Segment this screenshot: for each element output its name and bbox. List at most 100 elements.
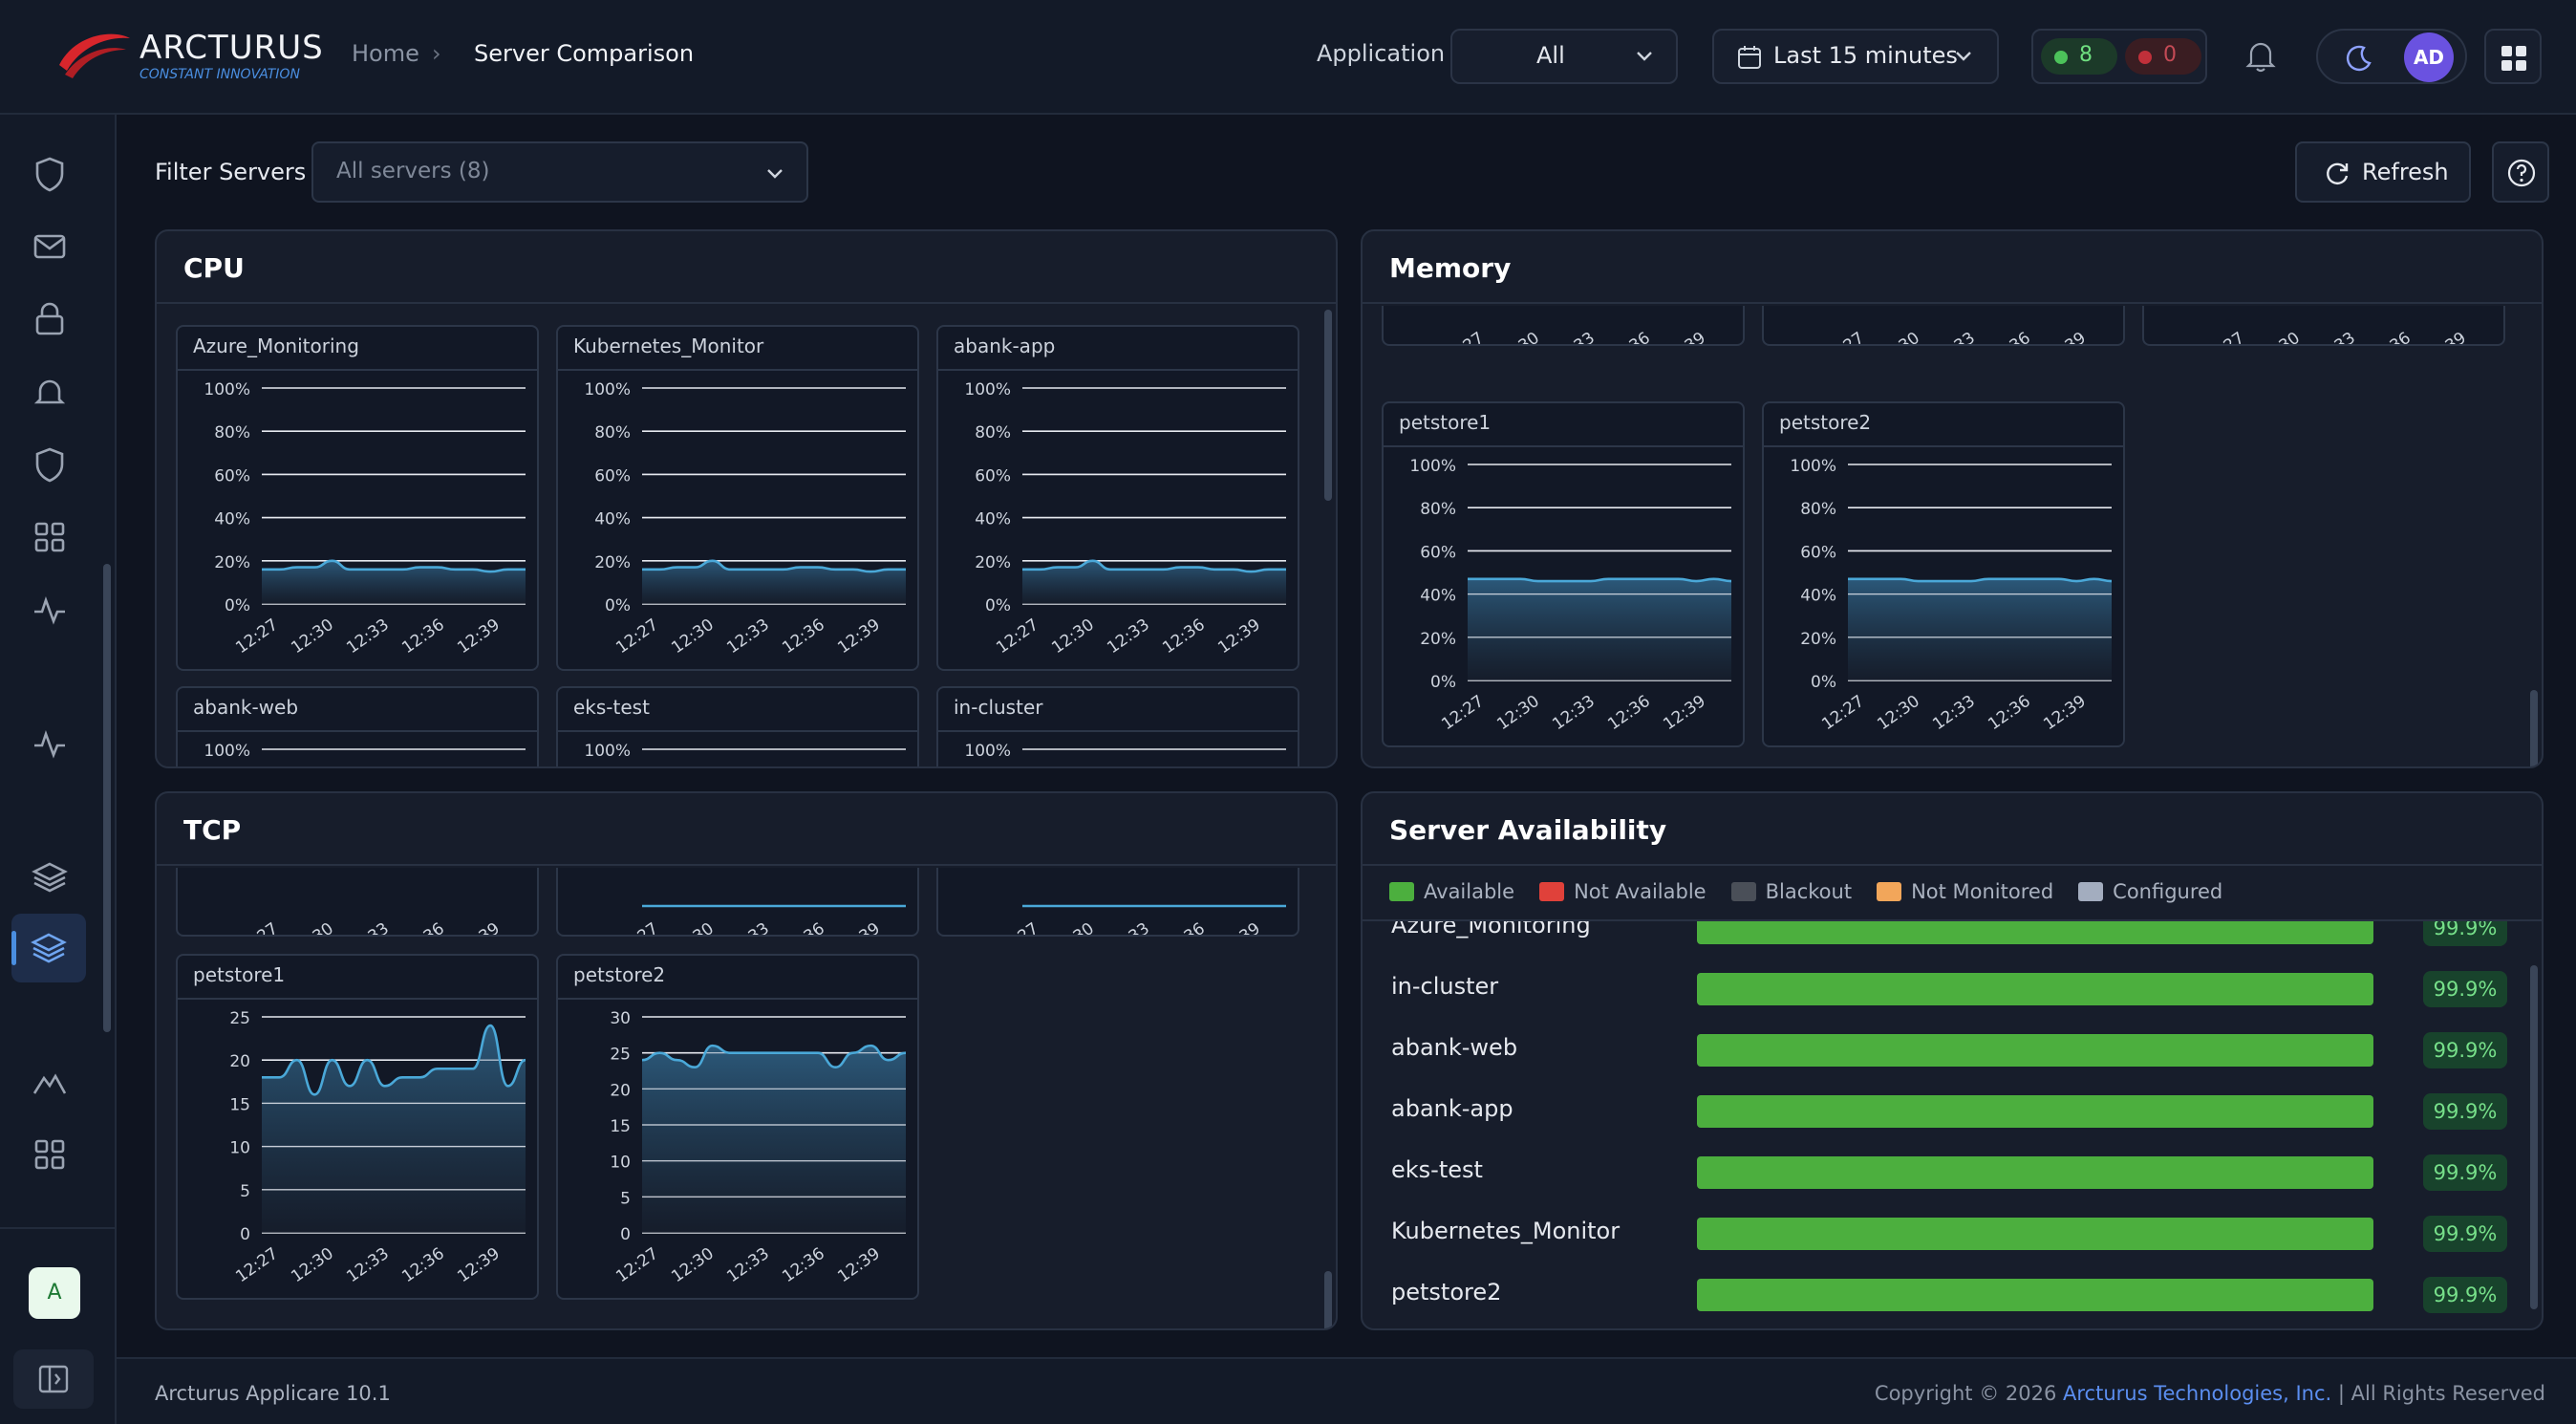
status-down-badge[interactable]: 0 [2125, 38, 2201, 75]
y-tick-label: 100% [1790, 457, 1836, 476]
mini-chart-header-divider [178, 998, 537, 1000]
x-tick-label: 12:27 [1438, 692, 1488, 734]
series-line[interactable] [1848, 577, 2113, 583]
legend-item[interactable]: Configured [2078, 879, 2222, 903]
memory-scrollbar[interactable] [2530, 690, 2538, 766]
availability-card-header: Server Availability [1363, 793, 2542, 866]
y-tick-label: 0% [1811, 673, 1836, 692]
cpu-scrollbar[interactable] [1324, 310, 1332, 501]
x-tick-label: 12:36 [398, 615, 448, 658]
x-tick-label: 12:36 [1159, 615, 1209, 658]
top-header: ARCTURUS CONSTANT INNOVATION Home › Serv… [0, 0, 2576, 115]
availability-row[interactable]: abank-web 99.9% [1363, 1021, 2542, 1082]
user-avatar[interactable]: A [29, 1267, 80, 1319]
sidebar-divider [0, 1227, 115, 1229]
y-tick-label: 10 [610, 1154, 631, 1173]
refresh-button[interactable]: Refresh [2295, 141, 2471, 203]
mail-icon[interactable] [29, 226, 71, 268]
lock-icon[interactable] [29, 298, 71, 340]
series-line[interactable] [261, 1024, 526, 1096]
tcp-scrollbar[interactable] [1324, 1271, 1332, 1328]
sidebar-item-active[interactable] [11, 914, 86, 982]
series-line[interactable] [642, 559, 906, 573]
x-tick-label: 12:36 [1985, 329, 2034, 346]
availability-row[interactable]: eks-test 99.9% [1363, 1143, 2542, 1204]
moon-icon[interactable] [2345, 44, 2373, 73]
activity-icon[interactable] [29, 723, 71, 765]
series-line[interactable] [262, 559, 526, 573]
help-button[interactable] [2492, 141, 2549, 203]
x-tick-label: 12:36 [1159, 919, 1209, 937]
legend-item[interactable]: Available [1389, 879, 1514, 903]
x-tick-label: 12:30 [1874, 692, 1923, 734]
x-tick-label: 12:30 [1048, 919, 1098, 937]
availability-percent-badge: 99.9% [2423, 1154, 2507, 1191]
shield-icon[interactable] [29, 153, 71, 195]
company-link[interactable]: Arcturus Technologies, Inc. [2063, 1382, 2332, 1405]
availability-row[interactable]: Azure_Monitoring 99.9% [1363, 921, 2542, 960]
layers-icon[interactable] [29, 856, 71, 898]
collapse-sidebar-button[interactable] [13, 1349, 94, 1409]
sidebar-collapse-icon [38, 1365, 69, 1393]
grid-icon[interactable] [29, 1133, 71, 1176]
legend-item[interactable]: Blackout [1730, 879, 1853, 903]
grid-icon[interactable] [29, 516, 71, 558]
bell-icon[interactable] [29, 371, 71, 413]
application-select[interactable]: All [1450, 29, 1678, 84]
x-tick-label: 12:39 [1660, 329, 1709, 346]
shield-icon[interactable] [29, 443, 71, 485]
legend-item[interactable]: Not Monitored [1877, 879, 2053, 903]
y-tick-label: 100% [1409, 457, 1456, 476]
y-tick-label: 100% [584, 742, 631, 761]
availability-row[interactable]: Kubernetes_Monitor 99.9% [1363, 1204, 2542, 1265]
mini-chart-title: in-cluster [954, 696, 1043, 719]
filter-servers-select[interactable]: All servers (8) [311, 141, 808, 203]
breadcrumb-home[interactable]: Home [352, 40, 419, 67]
availability-row[interactable]: petstore2 99.9% [1363, 1265, 2542, 1327]
time-range-select[interactable]: Last 15 minutes [1712, 29, 1999, 84]
y-tick-label: 80% [975, 423, 1011, 442]
theme-user-group: AD [2316, 29, 2467, 84]
bell-icon[interactable] [2245, 40, 2276, 73]
status-up-badge[interactable]: 8 [2041, 38, 2117, 75]
availability-title: Server Availability [1389, 814, 1667, 846]
activity-icon[interactable] [29, 589, 71, 631]
mini-chart-plot: 100%80%60%40%20%0%12:2712:3012:3312:3612… [204, 742, 526, 761]
x-tick-label: 12:36 [398, 919, 448, 937]
legend-swatch [1389, 882, 1414, 901]
sidebar-scrollbar[interactable] [103, 564, 111, 1032]
series-line[interactable] [641, 1044, 907, 1069]
availability-percent-badge: 99.9% [2423, 1093, 2507, 1130]
availability-row[interactable]: abank-app 99.9% [1363, 1082, 2542, 1143]
availability-scrollbar[interactable] [2530, 965, 2538, 1309]
series-line[interactable] [1022, 559, 1286, 573]
mountain-icon[interactable] [29, 1061, 71, 1103]
x-tick-label: 12:36 [779, 615, 828, 658]
x-tick-label: 12:27 [232, 1244, 282, 1286]
cpu-card-header: CPU [157, 231, 1336, 304]
legend-item[interactable]: Not Available [1539, 879, 1707, 903]
cpu-card: CPU Azure_Monitoring 100% 80% 60% 40% 20% 0% 12… [155, 229, 1338, 768]
x-tick-label: 12:36 [398, 1244, 448, 1286]
y-tick-label: 15 [610, 1117, 631, 1136]
copyright: Copyright © 2026 Arcturus Technologies, … [1875, 1382, 2545, 1405]
series-line[interactable] [1468, 577, 1732, 583]
legend-divider [1363, 919, 2542, 921]
status-down-count: 0 [2163, 43, 2177, 67]
legend-label: Blackout [1765, 880, 1853, 903]
refresh-icon [2327, 162, 2349, 184]
availability-row[interactable]: in-cluster 99.9% [1363, 960, 2542, 1021]
apps-grid-button[interactable] [2484, 29, 2542, 84]
memory-charts-grid: 0%12:2712:3012:3312:3612:390%12:2712:301… [1363, 306, 2542, 766]
mini-chart: petstore1 25 20 15 10 5 0 12:27 12:30 12:33 12:36 1… [176, 954, 539, 1300]
y-tick-label: 40% [975, 510, 1011, 529]
status-summary[interactable]: 8 0 [2031, 29, 2207, 84]
legend-label: Not Available [1574, 880, 1707, 903]
avatar[interactable]: AD [2404, 32, 2454, 82]
series-area [1848, 578, 2112, 680]
x-tick-label: 12:30 [1048, 615, 1098, 658]
